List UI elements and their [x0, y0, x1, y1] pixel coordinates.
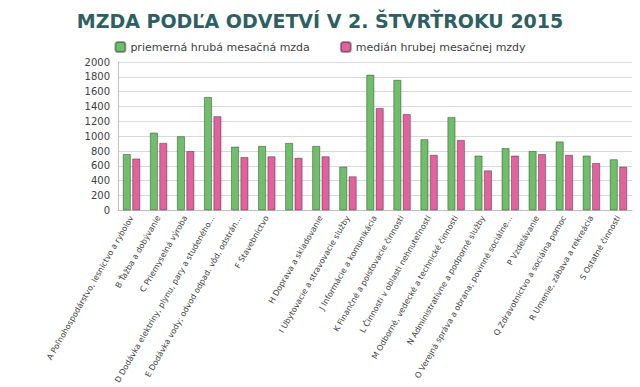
svg-text:1400: 1400 — [85, 101, 110, 112]
svg-text:800: 800 — [91, 146, 110, 157]
svg-text:1600: 1600 — [85, 86, 110, 97]
svg-text:S Ostatné činnosti: S Ostatné činnosti — [578, 214, 622, 282]
svg-text:I Ubytovacie a stravovacie slu: I Ubytovacie a stravovacie služby — [277, 214, 352, 335]
svg-text:A Poľnohospodárstvo, lesníctvo: A Poľnohospodárstvo, lesníctvo a rybolov — [45, 214, 136, 362]
svg-text:O Verejná správa a obrana; pov: O Verejná správa a obrana; povinné sociá… — [413, 214, 514, 380]
svg-text:R Umenie, zábava a rekreácia: R Umenie, zábava a rekreácia — [527, 214, 596, 323]
svg-text:H Doprava a skladovanie: H Doprava a skladovanie — [267, 214, 325, 305]
svg-text:C Priemyselná výroba: C Priemyselná výroba — [138, 214, 189, 294]
svg-text:L Činnosti v oblasti nehnuteľn: L Činnosti v oblasti nehnuteľností — [358, 214, 433, 335]
svg-text:priemerná hrubá mesačná mzda: priemerná hrubá mesačná mzda — [130, 41, 309, 54]
svg-text:600: 600 — [91, 160, 110, 171]
svg-text:N Administratívne a podporné s: N Administratívne a podporné služby — [405, 214, 488, 347]
svg-text:1000: 1000 — [85, 131, 110, 142]
svg-text:2000: 2000 — [85, 57, 110, 68]
svg-text:medián hrubej mesačnej mzdy: medián hrubej mesačnej mzdy — [356, 41, 526, 54]
svg-text:B Ťažba a dobývanie: B Ťažba a dobývanie — [113, 214, 163, 290]
svg-text:D Dodávka elektriny, plynu, pa: D Dodávka elektriny, plynu, pary a stude… — [113, 214, 216, 384]
svg-text:1800: 1800 — [85, 71, 110, 82]
svg-text:1200: 1200 — [85, 116, 110, 127]
svg-text:0: 0 — [104, 205, 110, 216]
svg-text:P Vzdelávanie: P Vzdelávanie — [505, 214, 542, 267]
svg-text:200: 200 — [91, 190, 110, 201]
svg-text:E Dodávka vody; odvod odpad. v: E Dodávka vody; odvod odpad. vôd, odstrá… — [143, 214, 243, 379]
svg-text:MZDA PODĽA ODVETVÍ V 2. ŠTVRŤR: MZDA PODĽA ODVETVÍ V 2. ŠTVRŤROKU 2015 — [77, 9, 564, 32]
svg-text:Q Zdravotníctvo a sociálna pom: Q Zdravotníctvo a sociálna pomoc — [492, 214, 569, 338]
svg-text:F Stavebníctvo: F Stavebníctvo — [233, 214, 271, 270]
svg-text:J Informácie a komunikácia: J Informácie a komunikácia — [317, 214, 379, 312]
svg-text:400: 400 — [91, 175, 110, 186]
svg-text:K Finančné a poisťovacie činno: K Finančné a poisťovacie činnosti — [331, 214, 406, 334]
svg-text:M Odborné, vedecké a technické: M Odborné, vedecké a technické činnosti — [370, 214, 461, 361]
